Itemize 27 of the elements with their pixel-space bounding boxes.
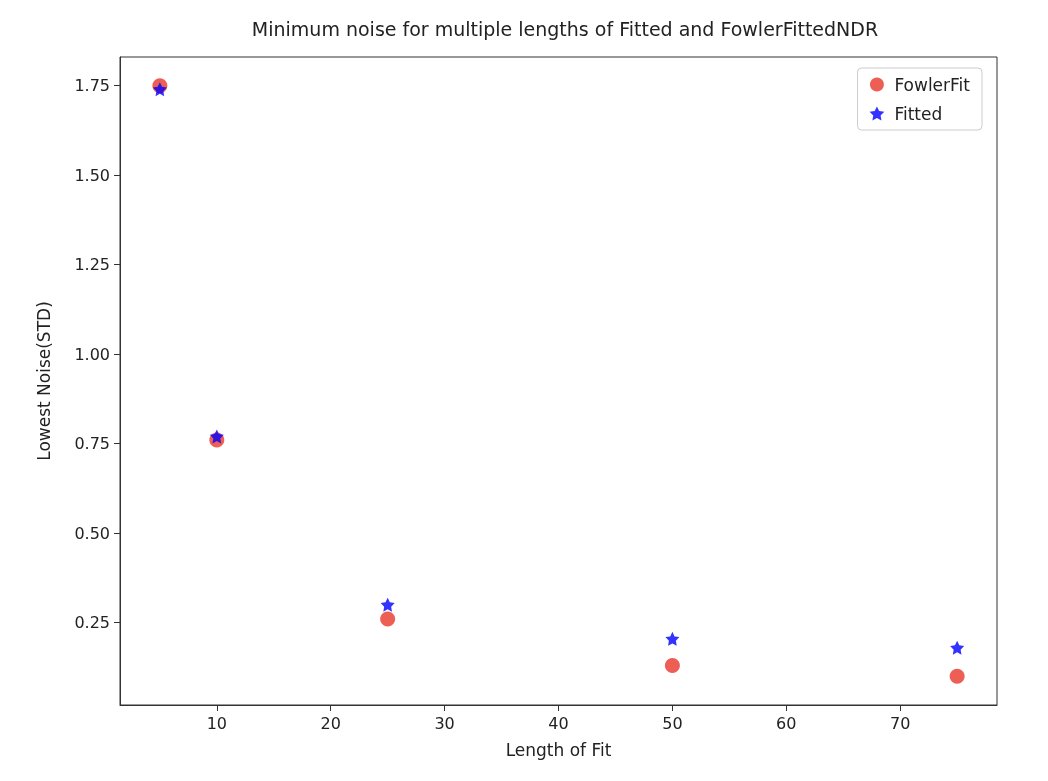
point xyxy=(209,429,224,444)
chart-title: Minimum noise for multiple lengths of Fitted and FowlerFittedNDR xyxy=(251,17,879,40)
point xyxy=(949,668,965,684)
x-tick-label: 50 xyxy=(662,713,683,733)
x-tick-label: 10 xyxy=(206,713,227,733)
y-tick-label: 0.25 xyxy=(74,613,110,633)
point xyxy=(665,631,680,646)
x-tick-label: 20 xyxy=(320,713,341,733)
x-tick-label: 70 xyxy=(890,713,911,733)
y-tick-label: 1.25 xyxy=(74,255,110,275)
y-tick-label: 1.75 xyxy=(74,76,110,96)
y-tick-label: 1.50 xyxy=(74,165,110,185)
x-axis-title: Length of Fit xyxy=(505,739,612,760)
legend-label: FowlerFit xyxy=(894,74,971,95)
y-tick-label: 0.75 xyxy=(74,434,110,454)
x-tick-label: 40 xyxy=(548,713,569,733)
point xyxy=(380,611,396,627)
x-tick-label: 60 xyxy=(776,713,797,733)
y-tick-label: 0.50 xyxy=(74,523,110,543)
x-tick-label: 30 xyxy=(434,713,455,733)
y-tick-label: 1.00 xyxy=(74,344,110,364)
point xyxy=(950,640,965,655)
point xyxy=(152,82,167,97)
y-axis-title: Lowest Noise(STD) xyxy=(33,301,54,461)
legend-label: Fitted xyxy=(894,103,943,124)
point xyxy=(664,658,680,674)
point xyxy=(380,597,395,612)
